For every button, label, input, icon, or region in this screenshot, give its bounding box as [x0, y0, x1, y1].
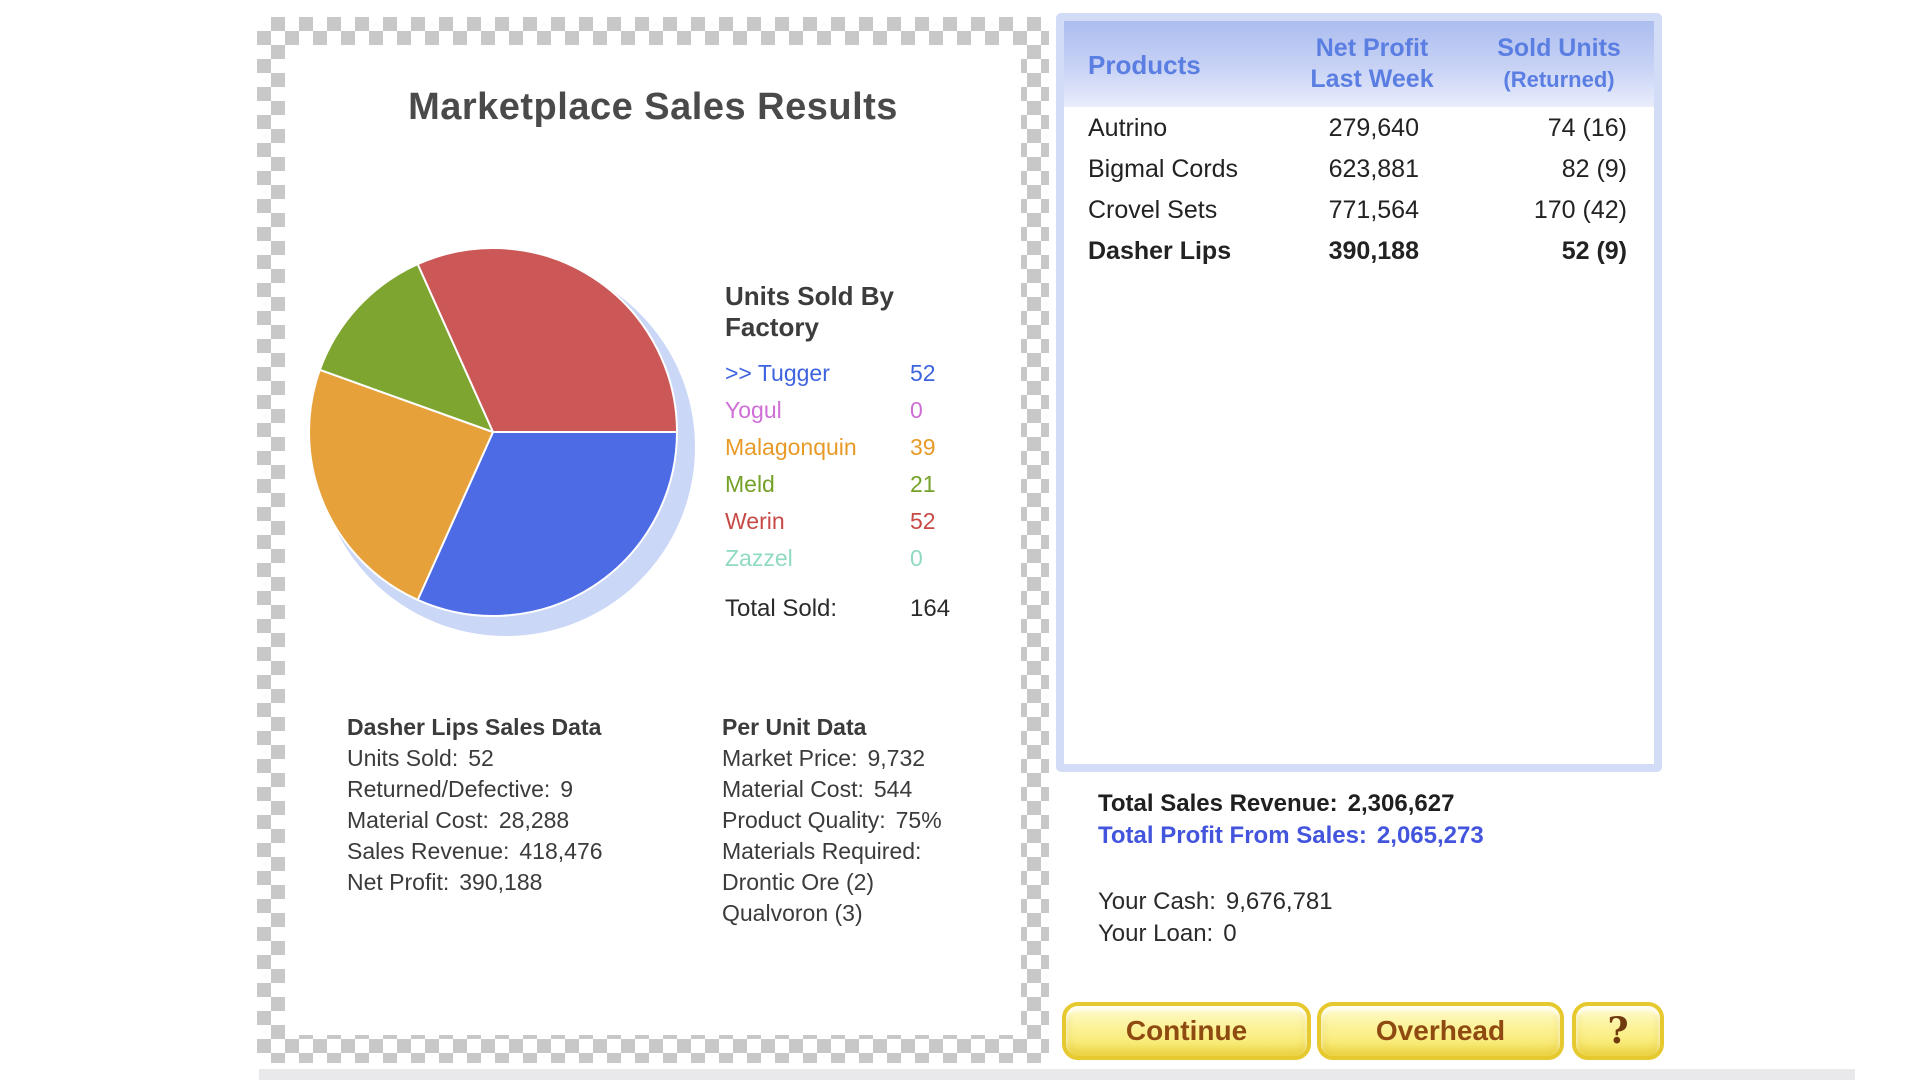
legend-item-value: 52 — [910, 360, 936, 386]
legend-item[interactable]: Zazzel 0 — [725, 545, 985, 582]
column-header-net-profit: Net Profit Last Week — [1310, 34, 1434, 93]
sold-units-value: 52 (9) — [1561, 237, 1627, 265]
data-line: Market Price: 9,732 — [722, 745, 926, 771]
your-cash: Your Cash: 9,676,781 — [1098, 888, 1333, 915]
data-line: Qualvoron (3) — [722, 900, 863, 926]
page-title: Marketplace Sales Results — [408, 86, 898, 128]
totals-summary: Total Sales Revenue: 2,306,627 Total Prof… — [1098, 788, 1484, 950]
table-row[interactable]: Autrino 279,640 74 (16) — [1064, 107, 1654, 148]
pie-slice-meld — [318, 263, 494, 433]
per-unit-heading: Per Unit Data — [722, 714, 867, 740]
product-name[interactable]: Crovel Sets — [1088, 196, 1218, 224]
legend-item[interactable]: Malagonquin 39 — [725, 434, 985, 471]
legend-item[interactable]: >> Tugger 52 — [725, 360, 985, 397]
sales-data-heading: Dasher Lips Sales Data — [347, 714, 602, 740]
products-table-panel: Products Net Profit Last Week Sold Units… — [1056, 13, 1662, 772]
product-name[interactable]: Bigmal Cords — [1088, 155, 1239, 183]
data-line: Sales Revenue: 418,476 — [347, 838, 603, 864]
table-row[interactable]: Dasher Lips 390,188 52 (9) — [1064, 230, 1654, 271]
legend-item-value: 21 — [910, 471, 936, 497]
legend-item-value: 52 — [910, 508, 936, 534]
net-profit-value: 623,881 — [1328, 155, 1419, 183]
data-line: Drontic Ore (2) — [722, 869, 875, 895]
sold-units-value: 82 (9) — [1561, 155, 1627, 183]
pie-chart-svg — [308, 247, 695, 636]
help-button[interactable]: ? — [1572, 1002, 1664, 1060]
data-line: Units Sold: 52 — [347, 745, 494, 771]
total-sold-label: Total Sold: — [725, 595, 838, 622]
legend-total-row: Total Sold: 164 — [725, 595, 985, 632]
legend-item-value: 39 — [910, 434, 936, 460]
overhead-button[interactable]: Overhead — [1317, 1002, 1564, 1060]
legend-item[interactable]: Meld 21 — [725, 471, 985, 508]
pie-slice-malagonquin — [308, 368, 494, 601]
legend-item-value: 0 — [910, 545, 923, 571]
data-line: Net Profit: 390,188 — [347, 869, 543, 895]
legend-item-label[interactable]: Zazzel — [725, 545, 793, 571]
per-unit-data-block: Per Unit Data Market Price: 9,732 Material… — [722, 712, 1022, 929]
legend-item-label[interactable]: Malagonquin — [725, 434, 857, 460]
sales-data-rows: Units Sold: 52 Returned/Defective: 9 Materia… — [347, 743, 677, 898]
continue-button[interactable]: Continue — [1062, 1002, 1311, 1060]
legend-rows: >> Tugger 52 Yogul 0 Malagonquin 39 Meld 21 Weri… — [725, 360, 985, 582]
data-line: Materials Required: — [722, 838, 922, 864]
total-sales-revenue: Total Sales Revenue: 2,306,627 — [1098, 790, 1455, 817]
your-loan: Your Loan: 0 — [1098, 920, 1237, 947]
pie-chart — [293, 232, 733, 672]
table-row[interactable]: Crovel Sets 771,564 170 (42) — [1064, 189, 1654, 230]
pie-slice-tugger — [416, 431, 678, 617]
legend-item-label[interactable]: >> Tugger — [725, 360, 830, 386]
legend-item[interactable]: Werin 52 — [725, 508, 985, 545]
column-header-sold-units: Sold Units (Returned) — [1497, 34, 1621, 92]
net-profit-value: 771,564 — [1328, 196, 1419, 224]
per-unit-rows: Market Price: 9,732 Material Cost: 544 Produ… — [722, 743, 1022, 929]
data-line: Returned/Defective: 9 — [347, 776, 574, 802]
total-sold-value: 164 — [910, 595, 951, 622]
pie-slice-werin — [416, 247, 678, 433]
data-line: Product Quality: 75% — [722, 807, 942, 833]
legend-item-value: 0 — [910, 397, 923, 423]
data-line: Material Cost: 28,288 — [347, 807, 570, 833]
product-name[interactable]: Dasher Lips — [1088, 237, 1232, 265]
spacer — [1098, 852, 1484, 886]
column-header-products: Products — [1088, 50, 1201, 80]
product-sales-data-block: Dasher Lips Sales Data Units Sold: 52 Retu… — [347, 712, 677, 898]
sold-units-value: 74 (16) — [1547, 114, 1627, 142]
table-rows: Autrino 279,640 74 (16) Bigmal Cords 623,881… — [1064, 107, 1654, 271]
legend-item[interactable]: Yogul 0 — [725, 397, 985, 434]
legend-heading: Units Sold By Factory — [725, 281, 895, 342]
net-profit-value: 390,188 — [1328, 237, 1419, 265]
legend-item-label[interactable]: Werin — [725, 508, 785, 534]
factory-legend: Units Sold By Factory >> Tugger 52 Yogul 0 M… — [725, 281, 985, 632]
product-name[interactable]: Autrino — [1088, 114, 1168, 142]
data-line: Material Cost: 544 — [722, 776, 913, 802]
legend-item-label[interactable]: Meld — [725, 471, 775, 497]
total-profit-from-sales: Total Profit From Sales: 2,065,273 — [1098, 822, 1484, 849]
legend-item-label[interactable]: Yogul — [725, 397, 782, 423]
table-header: Products Net Profit Last Week Sold Units… — [1064, 21, 1654, 107]
background-window-edge — [259, 1069, 1855, 1080]
sold-units-value: 170 (42) — [1533, 196, 1627, 224]
net-profit-value: 279,640 — [1328, 114, 1419, 142]
table-row[interactable]: Bigmal Cords 623,881 82 (9) — [1064, 148, 1654, 189]
